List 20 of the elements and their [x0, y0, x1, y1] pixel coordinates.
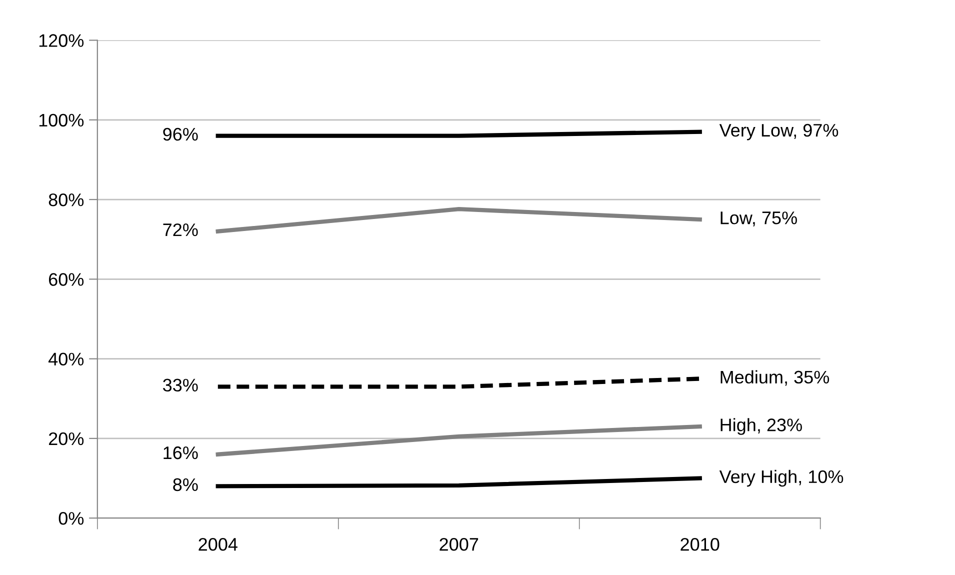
x-tick-label: 2004: [198, 538, 238, 551]
data-label: Low, 75%: [720, 212, 797, 226]
data-label: High, 23%: [720, 418, 802, 435]
data-label: Medium, 35%: [720, 370, 830, 386]
y-tick-label: 80%: [48, 193, 84, 206]
y-tick-label: 60%: [48, 273, 84, 286]
y-tick-label: 100%: [39, 114, 84, 127]
data-label: Very High, 10%: [719, 470, 844, 487]
y-tick-label: 0%: [58, 512, 84, 525]
x-tick-label: 2010: [680, 538, 720, 551]
y-tick-label: 120%: [39, 34, 84, 47]
data-label: 8%: [173, 478, 198, 492]
data-label: Very Low, 97%: [719, 124, 838, 140]
data-label: 16%: [164, 446, 198, 460]
data-label: 33%: [163, 378, 198, 392]
y-tick-label: 40%: [48, 352, 84, 366]
data-label: 72%: [163, 223, 198, 236]
x-tick-label: 2007: [440, 538, 478, 551]
data-label: 96%: [163, 128, 198, 141]
y-tick-label: 20%: [48, 432, 84, 446]
